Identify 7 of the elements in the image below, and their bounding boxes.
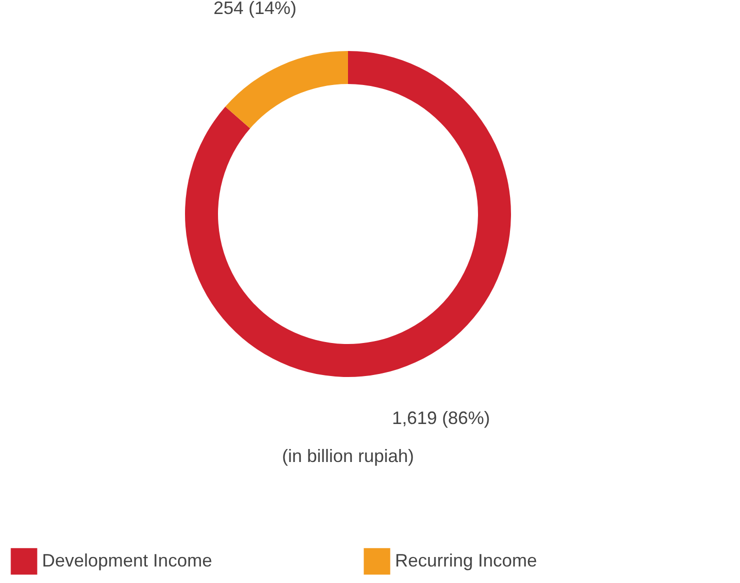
donut-slice (185, 51, 511, 377)
data-label: 254 (14%) (213, 0, 297, 18)
legend-label: Recurring Income (395, 550, 538, 570)
legend-label: Development Income (42, 550, 212, 570)
data-label: 1,619 (86%) (392, 408, 490, 428)
text: (in billion rupiah) (282, 446, 414, 466)
donut-slice (225, 51, 348, 128)
